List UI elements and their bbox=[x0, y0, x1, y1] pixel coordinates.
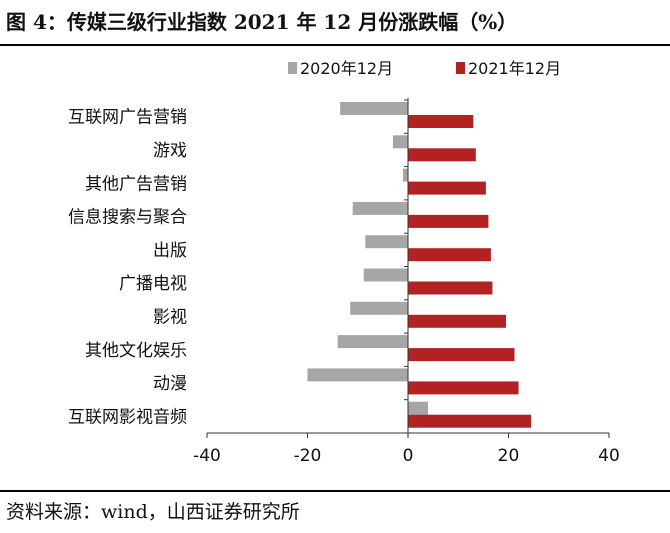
bar-series-2020 bbox=[337, 335, 408, 349]
bar-series-2021 bbox=[408, 115, 474, 128]
chart-title: 图 4：传媒三级行业指数 2021 年 12 月份涨跌幅（%） bbox=[6, 10, 518, 34]
x-tick-label: -40 bbox=[193, 446, 221, 466]
category-label: 出版 bbox=[153, 241, 187, 261]
category-label: 信息搜索与聚合 bbox=[68, 208, 187, 228]
legend-label: 2021年12月 bbox=[468, 59, 561, 78]
bar-series-2020 bbox=[392, 135, 408, 149]
source-note: 资料来源：wind，山西证券研究所 bbox=[6, 501, 300, 523]
legend-swatch bbox=[288, 62, 297, 74]
bar-series-2020 bbox=[340, 102, 408, 115]
legend-swatch bbox=[456, 62, 465, 74]
bar-series-2020 bbox=[352, 201, 408, 215]
bar-series-2020 bbox=[365, 235, 408, 249]
category-label: 其他文化娱乐 bbox=[85, 341, 187, 361]
category-label: 影视 bbox=[153, 307, 187, 327]
footer-divider bbox=[0, 490, 670, 492]
title-divider bbox=[0, 44, 670, 46]
bar-series-2021 bbox=[408, 181, 486, 195]
bar-series-2020 bbox=[408, 401, 429, 415]
category-label: 动漫 bbox=[153, 374, 187, 394]
legend: 2020年12月 2021年12月 bbox=[288, 59, 561, 78]
bar-series-2020 bbox=[363, 268, 408, 282]
legend-label: 2020年12月 bbox=[300, 59, 393, 78]
category-label: 其他广告营销 bbox=[85, 174, 187, 194]
x-tick-label: 0 bbox=[403, 446, 414, 466]
category-label: 互联网广告营销 bbox=[68, 108, 187, 128]
bar-series-2021 bbox=[408, 314, 506, 328]
x-tick-label: 20 bbox=[498, 446, 520, 466]
bar-series-2021 bbox=[408, 381, 519, 395]
category-label: 互联网影视音频 bbox=[68, 407, 187, 427]
category-label: 广播电视 bbox=[119, 274, 187, 294]
bar-series-2021 bbox=[408, 414, 532, 428]
bar-series-2021 bbox=[408, 148, 476, 162]
bar-series-2020 bbox=[350, 301, 408, 315]
bar-series-2020 bbox=[402, 168, 408, 182]
x-tick-label: -20 bbox=[294, 446, 322, 466]
bar-series-2021 bbox=[408, 348, 515, 362]
bar-series-2021 bbox=[408, 281, 493, 295]
bar-series-2021 bbox=[408, 214, 489, 228]
bar-series-2021 bbox=[408, 248, 491, 262]
category-label: 游戏 bbox=[153, 141, 187, 161]
x-tick-label: 40 bbox=[598, 446, 620, 466]
bar-series-2020 bbox=[307, 368, 408, 382]
